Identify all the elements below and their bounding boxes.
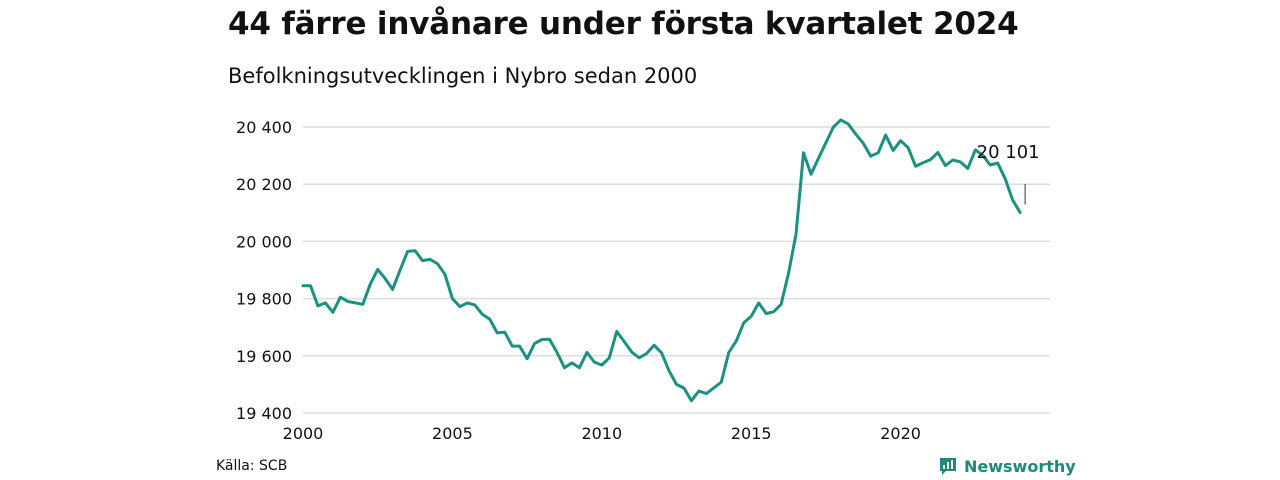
y-tick-label: 19 600 bbox=[236, 347, 292, 366]
brand-name: Newsworthy bbox=[964, 456, 1076, 476]
y-tick-label: 20 000 bbox=[236, 232, 292, 251]
brand-logo: Newsworthy bbox=[938, 456, 1076, 476]
x-axis-ticks: 2000 2005 2010 2015 2020 bbox=[283, 424, 921, 443]
chart-subtitle: Befolkningsutvecklingen i Nybro sedan 20… bbox=[228, 64, 698, 88]
x-tick-label: 2005 bbox=[432, 424, 473, 443]
source-note: Källa: SCB bbox=[216, 458, 288, 474]
y-tick-label: 20 400 bbox=[236, 118, 292, 137]
y-axis-ticks: 19 400 19 600 19 800 20 000 20 200 20 400 bbox=[236, 118, 292, 423]
y-tick-label: 19 400 bbox=[236, 404, 292, 423]
annotation-label: 20 101 bbox=[977, 142, 1040, 163]
series-line bbox=[301, 118, 1022, 403]
newsworthy-logo-icon bbox=[940, 458, 956, 475]
y-tick-label: 19 800 bbox=[236, 290, 292, 309]
x-tick-label: 2010 bbox=[581, 424, 622, 443]
x-tick-label: 2015 bbox=[731, 424, 772, 443]
chart-title: 44 färre invånare under första kvartalet… bbox=[228, 6, 1019, 42]
gridlines bbox=[303, 126, 1050, 414]
y-tick-label: 20 200 bbox=[236, 175, 292, 194]
x-tick-label: 2000 bbox=[283, 424, 324, 443]
x-tick-label: 2020 bbox=[880, 424, 921, 443]
